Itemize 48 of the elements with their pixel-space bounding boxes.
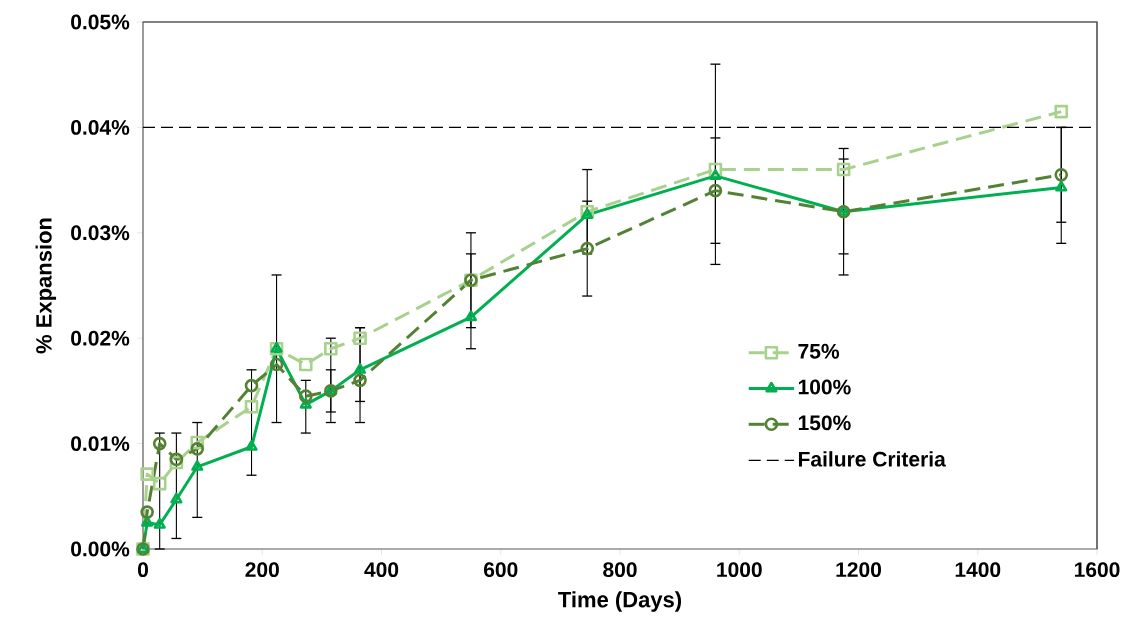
legend-label: 150% xyxy=(798,415,851,431)
point xyxy=(140,505,154,519)
point xyxy=(140,467,154,481)
y-tick-label: 0.05% xyxy=(71,14,130,30)
point xyxy=(836,162,851,177)
y-tick-label: 0.02% xyxy=(71,330,130,346)
point xyxy=(1055,180,1068,192)
point xyxy=(353,331,367,345)
point xyxy=(464,310,478,322)
y-axis-title: % Expansion xyxy=(35,218,57,354)
y-tick-label: 0.03% xyxy=(71,225,130,241)
point xyxy=(244,378,259,393)
point xyxy=(581,208,594,219)
x-tick-label: 400 xyxy=(364,562,399,578)
x-tick-label: 1200 xyxy=(836,562,881,578)
legend-label: Failure Criteria xyxy=(798,451,946,467)
point xyxy=(1054,104,1069,119)
x-axis-title: Time (Days) xyxy=(558,591,682,612)
x-tick-label: 200 xyxy=(245,562,279,578)
point xyxy=(190,442,205,456)
point xyxy=(153,517,166,529)
x-tick-label: 800 xyxy=(603,562,637,578)
point xyxy=(191,459,204,471)
x-tick-label: 1000 xyxy=(717,562,762,578)
legend-label: 75% xyxy=(798,343,840,359)
point xyxy=(298,389,313,403)
point xyxy=(709,169,722,180)
point xyxy=(152,436,167,451)
x-tick-label: 1600 xyxy=(1074,562,1120,578)
point xyxy=(353,373,367,388)
point xyxy=(708,183,723,198)
x-tick-label: 0 xyxy=(137,562,148,578)
legend-label: 100% xyxy=(798,379,851,395)
point xyxy=(298,357,313,372)
x-tick-label: 1400 xyxy=(955,562,1001,578)
point xyxy=(269,357,284,372)
point xyxy=(245,439,258,451)
x-tick-label: 600 xyxy=(484,562,518,578)
point xyxy=(353,363,367,374)
point xyxy=(1054,168,1069,182)
point xyxy=(244,399,259,414)
y-tick-label: 0.04% xyxy=(71,119,130,135)
point xyxy=(580,241,595,256)
y-tick-label: 0.01% xyxy=(71,436,130,452)
y-tick-label: 0.00% xyxy=(71,541,130,557)
point xyxy=(170,492,183,504)
point xyxy=(324,341,338,356)
point xyxy=(152,476,167,491)
